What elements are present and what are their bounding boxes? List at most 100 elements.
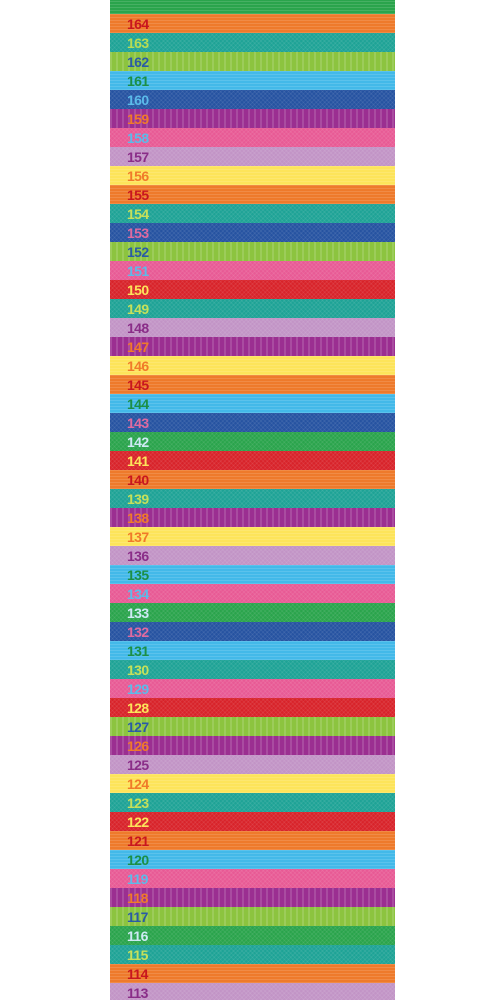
height-stripe: 127 — [110, 717, 395, 736]
height-label: 157 — [127, 148, 149, 165]
height-chart: 164 163 162 161 160 159 158 157 156 155 154 153 152 1… — [110, 0, 395, 1000]
height-stripe: 121 — [110, 831, 395, 850]
height-stripe: 147 — [110, 337, 395, 356]
height-label: 146 — [127, 357, 149, 374]
height-label: 145 — [127, 376, 149, 393]
height-stripe: 119 — [110, 869, 395, 888]
height-stripe: 126 — [110, 736, 395, 755]
height-stripe: 118 — [110, 888, 395, 907]
height-label: 162 — [127, 53, 149, 70]
height-stripe: 156 — [110, 166, 395, 185]
height-label: 161 — [127, 72, 149, 89]
height-stripe: 164 — [110, 14, 395, 33]
height-label: 133 — [127, 604, 149, 621]
height-label: 117 — [127, 908, 148, 925]
height-label: 114 — [127, 965, 148, 982]
height-label: 126 — [127, 737, 149, 754]
height-stripe: 145 — [110, 375, 395, 394]
height-label: 118 — [127, 889, 148, 906]
height-stripe: 128 — [110, 698, 395, 717]
height-label: 125 — [127, 756, 149, 773]
height-label: 154 — [127, 205, 149, 222]
height-label: 121 — [127, 832, 149, 849]
height-label: 153 — [127, 224, 149, 241]
height-stripe: 143 — [110, 413, 395, 432]
height-stripe: 150 — [110, 280, 395, 299]
height-label: 113 — [127, 984, 148, 1000]
height-label: 151 — [127, 262, 149, 279]
height-label: 148 — [127, 319, 149, 336]
height-label: 158 — [127, 129, 149, 146]
height-stripe: 120 — [110, 850, 395, 869]
height-stripe: 113 — [110, 983, 395, 1000]
height-label: 122 — [127, 813, 149, 830]
height-stripe: 116 — [110, 926, 395, 945]
height-stripe: 133 — [110, 603, 395, 622]
height-label: 149 — [127, 300, 149, 317]
height-stripe: 135 — [110, 565, 395, 584]
height-label: 128 — [127, 699, 149, 716]
height-stripe: 157 — [110, 147, 395, 166]
height-stripe: 114 — [110, 964, 395, 983]
height-stripe: 138 — [110, 508, 395, 527]
height-stripe: 142 — [110, 432, 395, 451]
height-label: 138 — [127, 509, 149, 526]
height-label: 163 — [127, 34, 149, 51]
height-stripe: 123 — [110, 793, 395, 812]
height-label: 120 — [127, 851, 149, 868]
height-label: 135 — [127, 566, 149, 583]
height-stripe: 154 — [110, 204, 395, 223]
height-stripe: 139 — [110, 489, 395, 508]
height-label: 155 — [127, 186, 149, 203]
height-stripe: 130 — [110, 660, 395, 679]
height-stripe: 132 — [110, 622, 395, 641]
height-stripe: 149 — [110, 299, 395, 318]
height-label: 139 — [127, 490, 149, 507]
height-stripe: 129 — [110, 679, 395, 698]
height-stripe: 161 — [110, 71, 395, 90]
height-stripe: 141 — [110, 451, 395, 470]
height-label: 132 — [127, 623, 149, 640]
height-label: 116 — [127, 927, 148, 944]
height-stripe: 134 — [110, 584, 395, 603]
height-stripe: 136 — [110, 546, 395, 565]
height-stripe: 158 — [110, 128, 395, 147]
height-label: 137 — [127, 528, 149, 545]
height-stripe: 148 — [110, 318, 395, 337]
height-label: 144 — [127, 395, 149, 412]
height-stripe: 131 — [110, 641, 395, 660]
height-stripe: 140 — [110, 470, 395, 489]
height-stripe: 160 — [110, 90, 395, 109]
height-stripe: 162 — [110, 52, 395, 71]
height-label: 141 — [127, 452, 149, 469]
height-label: 124 — [127, 775, 149, 792]
height-label: 156 — [127, 167, 149, 184]
height-label: 115 — [127, 946, 148, 963]
height-stripe: 153 — [110, 223, 395, 242]
height-stripe: 155 — [110, 185, 395, 204]
height-label: 152 — [127, 243, 149, 260]
height-stripe: 122 — [110, 812, 395, 831]
height-label: 147 — [127, 338, 149, 355]
height-stripe: 144 — [110, 394, 395, 413]
height-stripe: 159 — [110, 109, 395, 128]
height-stripe: 137 — [110, 527, 395, 546]
height-label: 140 — [127, 471, 149, 488]
height-label: 150 — [127, 281, 149, 298]
height-stripe: 152 — [110, 242, 395, 261]
height-stripe: 146 — [110, 356, 395, 375]
height-stripe: 124 — [110, 774, 395, 793]
height-label: 127 — [127, 718, 149, 735]
height-stripe: 117 — [110, 907, 395, 926]
height-stripe — [110, 0, 395, 14]
height-label: 123 — [127, 794, 149, 811]
height-stripe: 163 — [110, 33, 395, 52]
height-label: 164 — [127, 15, 149, 32]
height-label: 119 — [127, 870, 148, 887]
height-label: 136 — [127, 547, 149, 564]
height-label: 129 — [127, 680, 149, 697]
height-label: 131 — [127, 642, 149, 659]
height-label: 130 — [127, 661, 149, 678]
height-label: 159 — [127, 110, 149, 127]
height-label: 143 — [127, 414, 149, 431]
